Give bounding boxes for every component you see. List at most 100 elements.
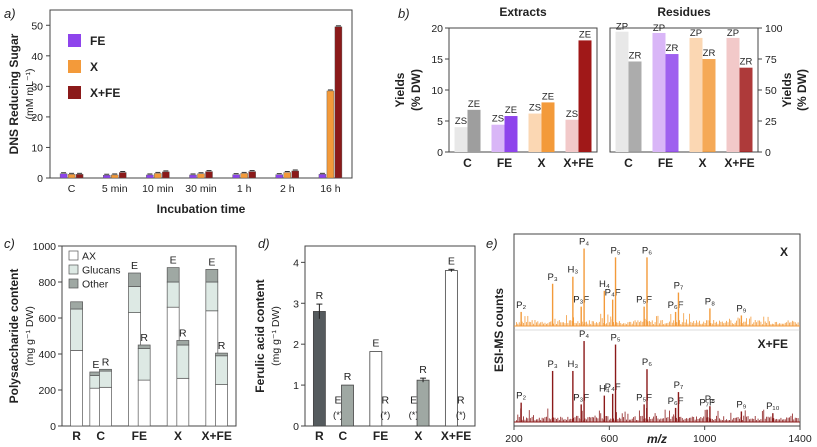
panel-b-zr-bar bbox=[739, 67, 753, 152]
panel-a-legend-swatch bbox=[68, 34, 81, 47]
panel-c-xtick-label: FE bbox=[132, 429, 147, 443]
panel-c-bar-tag: R bbox=[140, 332, 148, 344]
panel-a-bar bbox=[146, 174, 154, 179]
panel-b-right-ytick-label: 25 bbox=[765, 116, 777, 128]
panel-c-xtick-label: C bbox=[96, 429, 105, 443]
panel-d-bar-tag: R bbox=[381, 395, 389, 407]
panel-c-stack-segment bbox=[99, 368, 112, 372]
panel-b-zp-bar bbox=[726, 37, 740, 152]
panel-label-c: c) bbox=[4, 236, 15, 251]
panel-c-stack-segment bbox=[215, 355, 228, 385]
panel-label-e: e) bbox=[486, 236, 498, 251]
panel-b-zr-label: ZR bbox=[666, 43, 679, 54]
panel-d-ytick-label: 1 bbox=[293, 380, 299, 392]
panel-b-xtick-label: X+FE bbox=[563, 156, 593, 170]
panel-b-zp-label: ZP bbox=[653, 23, 665, 34]
panel-b-ytick-label: 0 bbox=[437, 147, 443, 159]
panel-b-residues-xtick-label: C bbox=[624, 156, 633, 170]
panel-e-peak-label: P₄F bbox=[605, 382, 621, 393]
panel-a-ytick-label: 10 bbox=[31, 142, 43, 154]
panel-b-zs-bar bbox=[454, 127, 468, 152]
panel-a-legend-swatch bbox=[68, 60, 81, 73]
panel-c-ytick-label: 1000 bbox=[33, 241, 57, 253]
panel-d-bar bbox=[312, 311, 326, 427]
panel-e-peak-label: P₄ bbox=[579, 329, 589, 340]
panel-b-xtick-label: C bbox=[463, 156, 472, 170]
panel-c-ylabel-units: (mg g⁻¹ DW) bbox=[24, 306, 36, 366]
panel-a-ytick-label: 30 bbox=[31, 81, 43, 93]
panel-a-bar bbox=[326, 90, 335, 179]
panel-d-bar-tag: R bbox=[457, 395, 465, 407]
panel-c-stack-segment bbox=[137, 379, 151, 427]
panel-c-ylabel: Polysaccharide content bbox=[7, 269, 21, 404]
panel-b-residues-xtick-label: FE bbox=[658, 156, 673, 170]
panel-e-xlabel: m/z bbox=[647, 432, 667, 446]
panel-e-peak-label: H₃ bbox=[568, 359, 579, 370]
panel-a-xtick-label: 2 h bbox=[280, 183, 295, 195]
panel-d-bar bbox=[416, 379, 430, 427]
panel-a-bar bbox=[275, 174, 283, 179]
panel-a-ytick-label: 20 bbox=[31, 112, 43, 124]
panel-a-bar bbox=[119, 172, 127, 179]
panel-b-xtick-label: FE bbox=[497, 156, 512, 170]
panel-e-series-label: X+FE bbox=[758, 337, 788, 351]
panel-a-bar bbox=[111, 174, 119, 179]
panel-c-stack-segment bbox=[215, 384, 228, 427]
panel-b-ytick-label: 5 bbox=[437, 116, 443, 128]
panel-b-ze-label: ZE bbox=[468, 99, 480, 110]
panel-d-xtick-label: R bbox=[315, 429, 324, 443]
panel-a-legend-swatch bbox=[68, 86, 81, 99]
panel-a-bar bbox=[318, 174, 327, 179]
panel-a-bar bbox=[283, 172, 291, 179]
panel-b-zr-label: ZR bbox=[703, 48, 716, 59]
panel-b-zr-label: ZR bbox=[629, 50, 642, 61]
panel-b-zr-bar bbox=[665, 54, 679, 152]
panel-c-xtick-label: X bbox=[174, 429, 182, 443]
panel-b-ze-bar bbox=[467, 109, 481, 152]
panel-c-bar-tag: E bbox=[92, 359, 99, 371]
panel-c-xtick-label: R bbox=[72, 429, 81, 443]
panel-e-peak-label: P₅ bbox=[610, 245, 620, 256]
panel-c-xtick-label: X+FE bbox=[201, 429, 231, 443]
panel-e-xtick-label: 1400 bbox=[788, 433, 812, 445]
panel-e-peak-label: P₆F bbox=[668, 396, 684, 407]
panel-c-stack-segment bbox=[70, 350, 83, 427]
panel-c-stack-segment bbox=[137, 344, 151, 349]
panel-c-stack-segment bbox=[205, 269, 219, 283]
panel-a-bar bbox=[162, 171, 170, 179]
panel-b-ylabel-left: Yields bbox=[393, 72, 407, 107]
panel-d-bar-tag: R bbox=[419, 364, 427, 376]
panel-d-note: (*) bbox=[409, 410, 419, 421]
panel-a-xtick-label: 10 min bbox=[142, 183, 174, 195]
panel-b-zs-bar bbox=[491, 124, 505, 152]
panel-d-ytick-label: 4 bbox=[293, 257, 299, 269]
panel-c-ytick-label: 200 bbox=[38, 385, 56, 397]
panel-a-bar bbox=[205, 171, 213, 179]
panel-c-bar-tag: R bbox=[179, 328, 187, 340]
panel-b-ze-label: ZE bbox=[579, 29, 591, 40]
panel-b-zp-bar bbox=[615, 31, 629, 152]
panel-e-peak-label: P₄F bbox=[605, 288, 621, 299]
panel-e-peak-label: P₆F bbox=[668, 300, 684, 311]
panel-e-peak-label: P₂ bbox=[516, 300, 526, 311]
panel-a-ytick-label: 0 bbox=[37, 173, 43, 185]
panel-b-zs-label: ZS bbox=[566, 109, 578, 120]
panel-d-plot-frame bbox=[304, 245, 476, 427]
panel-b-right-ytick-label: 50 bbox=[765, 85, 777, 97]
panel-a-legend-label: X bbox=[90, 60, 98, 74]
panel-e-peak-label: P₈ bbox=[705, 296, 715, 307]
panel-b-ze-bar bbox=[541, 102, 555, 152]
panel-b-right-ytick-label: 75 bbox=[765, 54, 777, 66]
panel-label-a: a) bbox=[4, 6, 16, 21]
panel-d-bar-tag: E bbox=[448, 255, 455, 267]
panel-b-zs-bar bbox=[528, 113, 542, 152]
panel-d-bar bbox=[369, 351, 383, 427]
panel-e-peak-label: P₆ bbox=[642, 245, 652, 256]
panel-b-zs-label: ZS bbox=[492, 114, 504, 125]
panel-c-stack-segment bbox=[176, 344, 190, 379]
panel-e-peak-label: P₃F bbox=[573, 392, 589, 403]
panel-a-ytick-label: 50 bbox=[31, 20, 43, 32]
panel-b-ylabel-left-units: (% DW) bbox=[409, 69, 423, 111]
panel-e-peak-label: P₁₀ bbox=[766, 401, 780, 412]
panel-a-bar bbox=[67, 174, 76, 179]
